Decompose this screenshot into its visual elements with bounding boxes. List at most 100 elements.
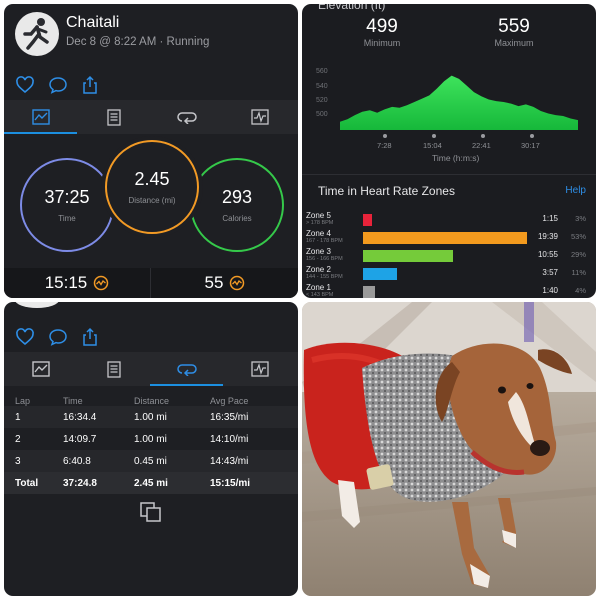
copy-icon[interactable] xyxy=(138,500,164,524)
total-time: 37:24.8 xyxy=(63,478,97,489)
zone-bar xyxy=(363,214,373,226)
zone-range: 144 - 155 BPM xyxy=(306,274,343,280)
lap-time: 14:09.7 xyxy=(63,434,97,445)
zone-time: 1:40 xyxy=(542,286,558,295)
hr-zones-header: Time in Heart Rate Zones Help xyxy=(302,174,596,204)
cadence-badge-icon xyxy=(230,275,245,291)
col-distance: Distance xyxy=(134,396,170,406)
lap-distance: 0.45 mi xyxy=(134,456,167,467)
heart-icon[interactable] xyxy=(15,327,35,347)
overview-icon xyxy=(31,109,50,125)
tab-laps[interactable] xyxy=(150,352,223,386)
lap-time: 6:40.8 xyxy=(63,456,91,467)
elevation-max-value: 559 xyxy=(498,16,530,37)
calories-label: Calories xyxy=(222,214,252,223)
pace-bar: 15:15 55 xyxy=(4,268,298,298)
calories-ring: 293 Calories xyxy=(190,158,284,252)
comment-icon[interactable] xyxy=(48,75,68,95)
lap-time: 16:34.4 xyxy=(63,412,97,423)
calories-value: 293 xyxy=(221,187,253,207)
activity-meta: Dec 8 @ 8:22 AM · Running xyxy=(66,36,210,48)
tab-charts[interactable] xyxy=(223,100,296,134)
col-time: Time xyxy=(63,396,83,406)
lap-pace: 14:43/mi xyxy=(210,456,249,467)
zone-name: Zone 3 xyxy=(306,247,331,256)
x-tick-label: 7:28 xyxy=(377,141,392,150)
lap-number: 3 xyxy=(15,456,21,467)
tab-details[interactable] xyxy=(77,352,150,386)
hr-zone-row: Zone 5 > 178 BPM 1:15 3% xyxy=(302,211,596,229)
user-name[interactable]: Chaitali xyxy=(66,14,120,31)
zone-percent: 11% xyxy=(571,268,586,277)
x-tick-dot xyxy=(383,134,387,138)
zone-time: 10:55 xyxy=(537,250,558,259)
table-row[interactable]: 1 16:34.4 1.00 mi 16:35/mi xyxy=(4,406,298,428)
zone-time: 3:57 xyxy=(542,268,558,277)
zone-bar xyxy=(363,286,376,298)
lap-distance: 1.00 mi xyxy=(134,412,167,423)
zone-name: Zone 1 xyxy=(306,283,331,292)
hr-zone-row: Zone 2 144 - 155 BPM 3:57 11% xyxy=(302,265,596,283)
time-value: 37:25 xyxy=(44,187,90,207)
activity-tabs xyxy=(4,100,298,134)
avatar[interactable] xyxy=(15,302,59,308)
elevation-chart[interactable] xyxy=(340,64,578,130)
laps-table-header: Lap Time Distance Avg Pace xyxy=(4,390,298,412)
avatar[interactable] xyxy=(15,12,59,56)
elevation-area xyxy=(340,75,578,130)
zone-percent: 53% xyxy=(570,232,586,241)
total-pace: 15:15/mi xyxy=(210,478,251,489)
share-icon[interactable] xyxy=(80,327,100,347)
x-axis-label: Time (h:m:s) xyxy=(432,153,480,163)
x-tick-label: 22:41 xyxy=(472,141,491,150)
zone-bar xyxy=(363,268,398,280)
tab-overview[interactable] xyxy=(4,100,77,134)
zone-range: > 178 BPM xyxy=(306,220,334,226)
x-tick-dot xyxy=(432,134,436,138)
activity-summary-panel: Chaitali Dec 8 @ 8:22 AM · Running xyxy=(4,4,298,298)
zone-range: < 143 BPM xyxy=(306,292,334,298)
share-icon[interactable] xyxy=(80,75,100,95)
distance-label: Distance (mi) xyxy=(128,196,176,205)
zone-percent: 29% xyxy=(570,250,586,259)
cadence-value: 55 xyxy=(204,273,224,292)
x-tick-dot xyxy=(530,134,534,138)
charts-icon xyxy=(250,361,269,377)
cadence-cell[interactable]: 55 xyxy=(152,268,298,298)
lap-number: 2 xyxy=(15,434,21,445)
hr-zone-row: Zone 1 < 143 BPM 1:40 4% xyxy=(302,283,596,298)
zone-bar xyxy=(363,250,453,262)
y-tick-label: 540 xyxy=(316,83,328,90)
hr-zones-title: Time in Heart Rate Zones xyxy=(318,184,455,198)
comment-icon[interactable] xyxy=(48,327,68,347)
total-distance: 2.45 mi xyxy=(134,478,168,489)
pace-cell[interactable]: 15:15 xyxy=(4,268,150,298)
laps-panel: Lap Time Distance Avg Pace 1 16:34.4 1.0… xyxy=(4,302,298,596)
tab-charts[interactable] xyxy=(223,352,296,386)
action-bar xyxy=(4,322,298,352)
tab-laps[interactable] xyxy=(150,100,223,134)
tab-overview[interactable] xyxy=(4,352,77,386)
table-row[interactable]: 2 14:09.7 1.00 mi 14:10/mi xyxy=(4,428,298,450)
elevation-min-label: Minimum xyxy=(363,38,401,48)
charts-icon xyxy=(250,109,269,125)
zone-range: 156 - 166 BPM xyxy=(306,256,343,262)
pace-badge-icon xyxy=(94,275,109,291)
hr-zone-row: Zone 4 167 - 178 BPM 19:39 53% xyxy=(302,229,596,247)
zone-name: Zone 4 xyxy=(306,229,331,238)
pace-value: 15:15 xyxy=(44,273,88,292)
overview-icon xyxy=(31,361,50,377)
table-row[interactable]: 3 6:40.8 0.45 mi 14:43/mi xyxy=(4,450,298,472)
table-total-row: Total 37:24.8 2.45 mi 15:15/mi xyxy=(4,472,298,494)
zone-percent: 3% xyxy=(575,214,586,223)
tab-details[interactable] xyxy=(77,100,150,134)
heart-icon[interactable] xyxy=(15,75,35,95)
dog-photo-illustration xyxy=(302,302,596,596)
x-tick-dot xyxy=(481,134,485,138)
zone-bar xyxy=(363,232,527,244)
help-link[interactable]: Help xyxy=(565,185,586,196)
distance-ring: 2.45 Distance (mi) xyxy=(105,140,199,234)
lap-distance: 1.00 mi xyxy=(134,434,167,445)
activity-tabs xyxy=(4,352,298,386)
zone-range: 167 - 178 BPM xyxy=(306,238,343,244)
